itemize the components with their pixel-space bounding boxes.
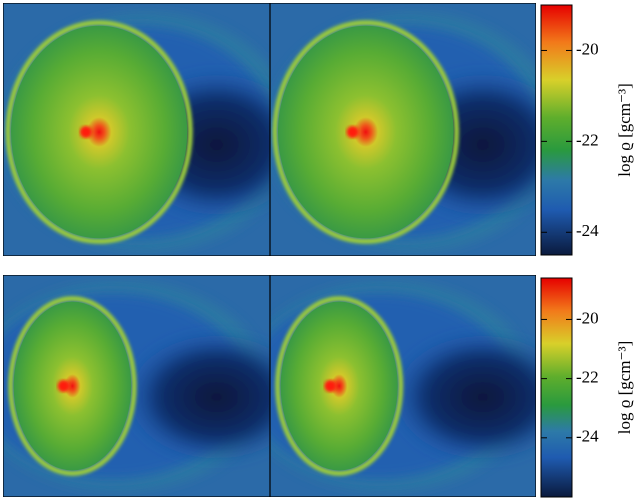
sphere	[278, 26, 454, 239]
tick-label: -24	[576, 427, 599, 446]
sphere	[11, 26, 187, 239]
sphere	[14, 302, 131, 471]
panel	[0, 275, 310, 497]
tick-label: -20	[576, 308, 599, 327]
colorbar-label: log ϱ [gcm⁻³]	[615, 83, 634, 177]
figure: -20 -22 -24 log ϱ [gcm⁻³] -20 -22 -24 log ϱ [gc…	[0, 0, 639, 499]
simulation-panels	[0, 3, 576, 497]
tick-label: -22	[576, 130, 599, 149]
colorbar	[541, 5, 572, 255]
core	[347, 126, 359, 138]
tick-label: -24	[576, 221, 599, 240]
sphere	[281, 302, 398, 471]
panel	[241, 275, 576, 497]
core	[58, 380, 70, 392]
colorbars: -20 -22 -24 log ϱ [gcm⁻³] -20 -22 -24 log ϱ [gc…	[541, 5, 634, 497]
panel	[0, 3, 310, 256]
core	[324, 380, 336, 392]
colorbar-label: log ϱ [gcm⁻³]	[615, 341, 634, 435]
colorbar	[541, 278, 572, 497]
tick-label: -22	[576, 368, 599, 387]
tick-label: -20	[576, 39, 599, 58]
panel	[267, 3, 576, 256]
core	[80, 126, 92, 138]
